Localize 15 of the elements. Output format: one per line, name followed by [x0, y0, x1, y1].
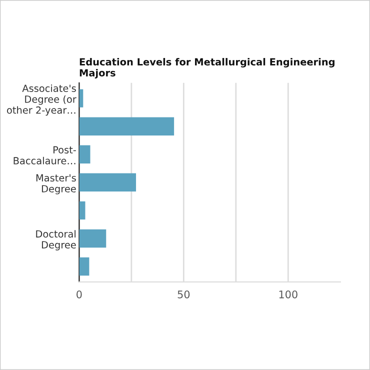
y-tick-label: Master's Degree — [36, 174, 76, 194]
bar — [79, 117, 174, 136]
y-tick-label: Associate's Degree (or other 2-year… — [7, 84, 76, 116]
chart-title: Education Levels for Metallurgical Engineering Majors — [80, 58, 334, 78]
y-tick-label: Doctoral Degree — [36, 230, 76, 250]
x-tick-label: 0 — [76, 290, 82, 298]
bar — [79, 229, 106, 248]
x-tick-label: 100 — [279, 290, 298, 298]
bar — [79, 145, 90, 164]
bar — [79, 89, 84, 108]
y-tick-label: Post-Baccalaure… — [14, 146, 76, 164]
bar — [79, 173, 136, 192]
bar — [79, 201, 86, 220]
x-tick-label: 50 — [178, 290, 190, 298]
bar — [79, 257, 90, 276]
